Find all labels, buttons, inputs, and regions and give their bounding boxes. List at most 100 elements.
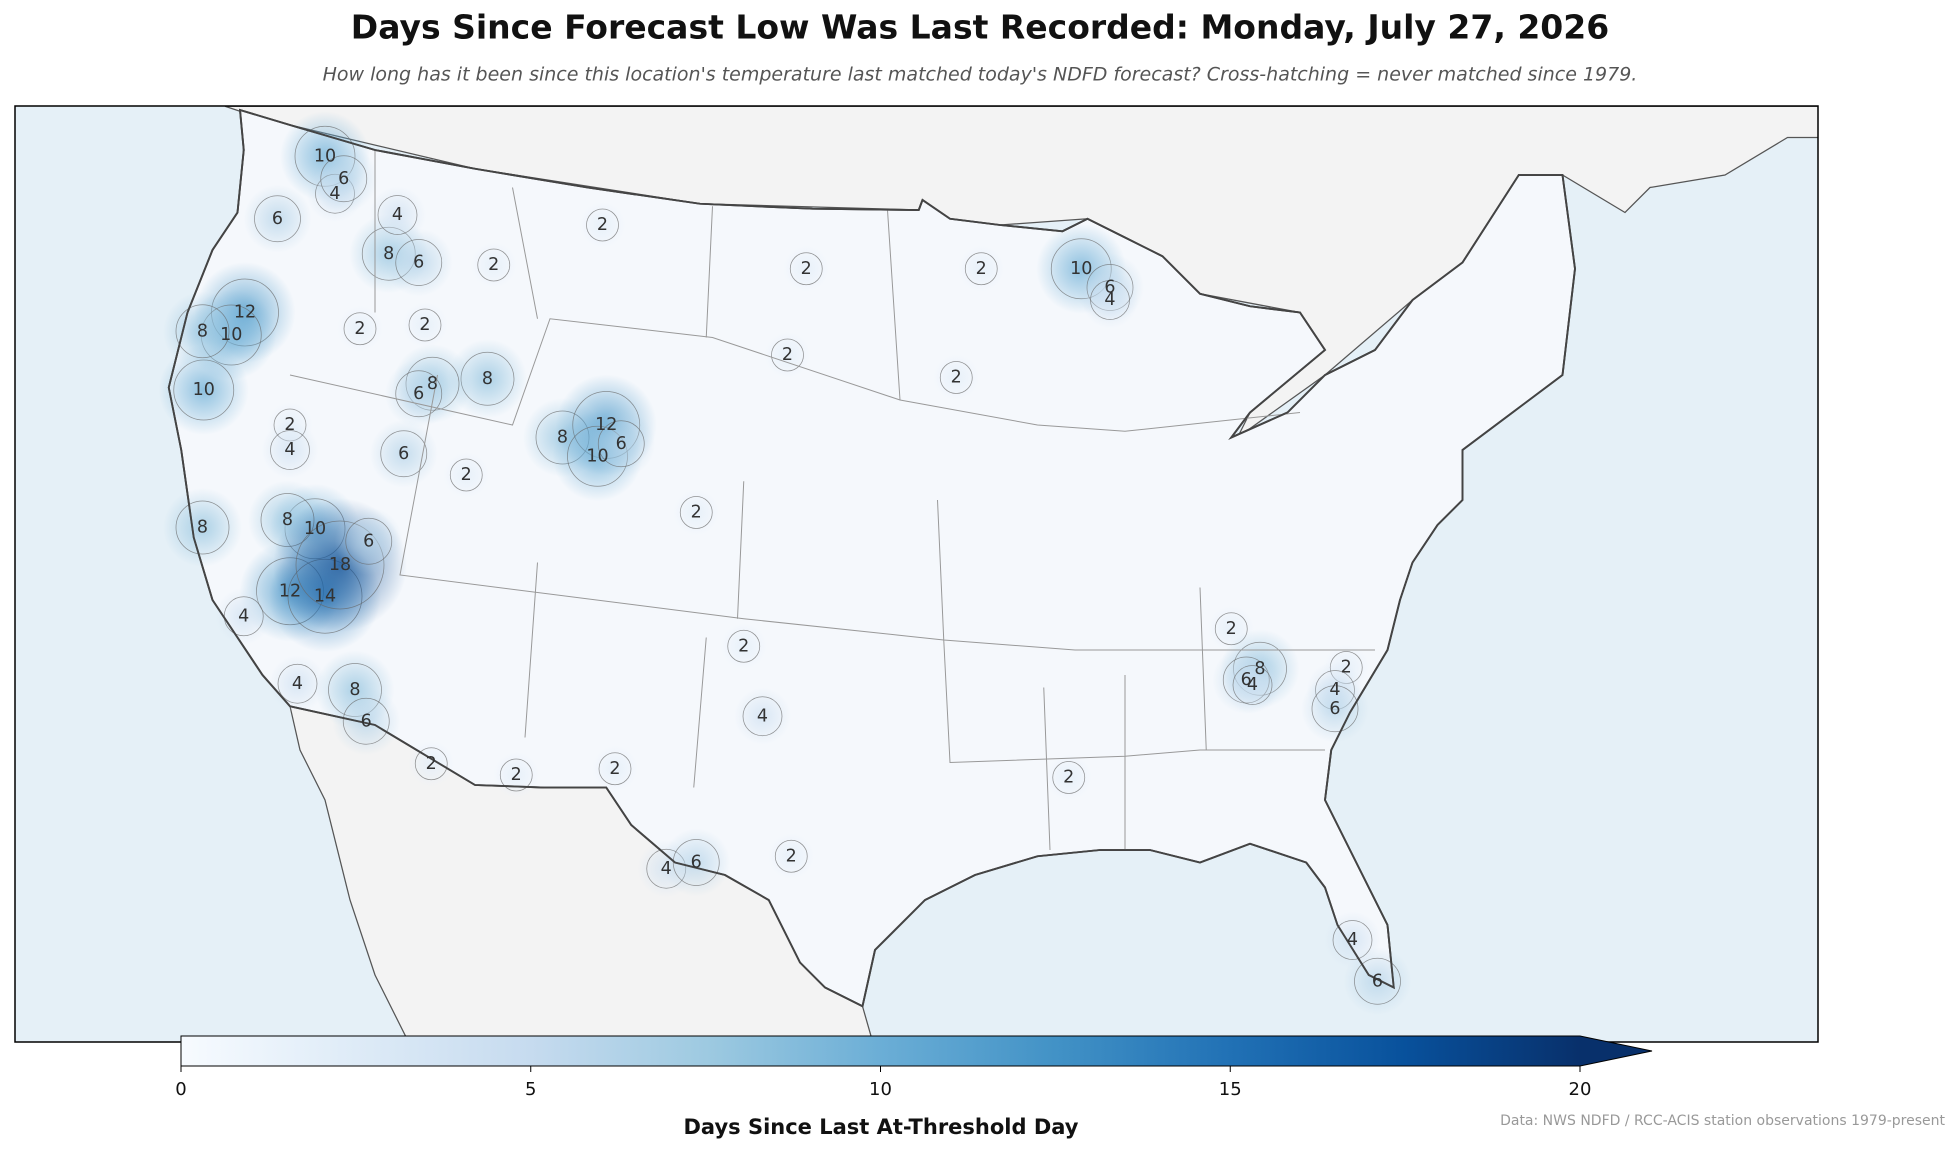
contour-label: 2 xyxy=(1341,658,1352,678)
contour-label: 10 xyxy=(1070,259,1092,279)
contour-line xyxy=(343,312,377,346)
contour-blob xyxy=(734,687,791,745)
contour-line xyxy=(597,420,645,468)
contour-blob xyxy=(1081,271,1139,329)
contour-label: 6 xyxy=(361,711,372,731)
contour-line xyxy=(377,195,418,235)
contour-line xyxy=(1311,685,1359,733)
contour-line xyxy=(789,252,823,286)
contour-blob xyxy=(384,359,453,428)
contour-label: 6 xyxy=(338,169,349,189)
contour-line xyxy=(175,500,230,555)
title: Days Since Forecast Low Was Last Recorde… xyxy=(351,8,1609,47)
contour-blob xyxy=(369,419,438,488)
contour-label: 10 xyxy=(586,446,608,466)
subtitle: How long has it been since this location… xyxy=(323,64,1638,86)
contour-label: 4 xyxy=(1104,290,1115,310)
contour-label: 4 xyxy=(329,184,340,204)
contour-line xyxy=(742,696,783,737)
contour-label: 8 xyxy=(383,244,394,264)
contour-label: 4 xyxy=(284,440,295,460)
contour-label: 10 xyxy=(220,325,242,345)
conus-outline xyxy=(167,108,1576,1008)
contour-line xyxy=(1232,665,1273,705)
contour-blob xyxy=(1224,656,1281,714)
contour-line xyxy=(598,752,632,786)
colorbar-tick-label: 15 xyxy=(1219,1079,1242,1100)
contour-label: 2 xyxy=(419,315,430,335)
contour-label: 2 xyxy=(597,215,608,235)
contour-line xyxy=(414,747,448,781)
contour-blob xyxy=(243,184,312,253)
contour-label: 2 xyxy=(976,259,987,279)
colorbar: 0 5 10 15 20 xyxy=(175,1035,1653,1100)
contour-line xyxy=(175,304,230,359)
blobs xyxy=(158,111,1412,1016)
contour-label: 2 xyxy=(511,765,522,785)
colorbar-fill xyxy=(181,1036,1580,1066)
contour-label: 12 xyxy=(595,415,617,435)
contour-line xyxy=(964,252,998,286)
contour-blob xyxy=(1343,947,1412,1016)
contour-label: 6 xyxy=(1329,699,1340,719)
contour-label: 8 xyxy=(197,321,208,341)
contour-line xyxy=(342,697,390,745)
contour-blob xyxy=(261,421,319,479)
contour-blob xyxy=(215,587,273,645)
contour-label: 6 xyxy=(1104,278,1115,298)
contour-label: 8 xyxy=(282,510,293,530)
contour-label: 4 xyxy=(1329,680,1340,700)
contour-label: 2 xyxy=(426,754,437,774)
contour-label: 6 xyxy=(1372,971,1383,991)
contour-label: 4 xyxy=(661,859,672,879)
contour-label: 4 xyxy=(1247,675,1258,695)
contour-line xyxy=(771,338,804,372)
contour-label: 8 xyxy=(1254,659,1265,679)
contour-label: 18 xyxy=(329,555,351,575)
contour-line xyxy=(727,629,761,663)
contour-label: 2 xyxy=(1226,619,1237,639)
contour-label: 4 xyxy=(292,674,303,694)
contour-label: 2 xyxy=(738,636,749,656)
contour-label: 2 xyxy=(951,368,962,388)
contour-line xyxy=(1052,761,1086,794)
contour-label: 12 xyxy=(279,581,301,601)
colorbar-tick-label: 0 xyxy=(175,1079,186,1100)
contour-line xyxy=(320,155,368,203)
colorbar-tick-label: 20 xyxy=(1569,1079,1592,1100)
contour-line xyxy=(449,458,483,492)
contour-label: 10 xyxy=(193,380,215,400)
contour-label: 12 xyxy=(234,303,256,323)
source-note: Data: NWS NDFD / RCC-ACIS station observ… xyxy=(1500,1113,1945,1129)
contour-label: 2 xyxy=(354,319,365,339)
contour-label: 6 xyxy=(413,384,424,404)
contour-line xyxy=(408,308,442,342)
contour-line xyxy=(270,430,310,470)
contour-label: 2 xyxy=(782,345,793,365)
contour-line xyxy=(1354,957,1401,1005)
contour-blob xyxy=(309,144,378,213)
contour-blob xyxy=(369,186,427,244)
colorbar-tick-label: 5 xyxy=(525,1079,536,1100)
contour-label: 8 xyxy=(482,369,493,389)
contour-line xyxy=(254,195,301,243)
contour-line xyxy=(672,839,720,886)
contour-label: 10 xyxy=(314,146,336,166)
contour-label: 6 xyxy=(363,531,374,551)
contour-label: 8 xyxy=(427,374,438,394)
contour-line xyxy=(939,361,973,394)
contour-label: 4 xyxy=(757,706,768,726)
contour-label: 2 xyxy=(461,465,472,485)
contour-label: 8 xyxy=(557,428,568,448)
contour-label: 6 xyxy=(398,444,409,464)
contour-label: 4 xyxy=(392,205,403,225)
contour-line xyxy=(1090,280,1130,320)
contour-label: 2 xyxy=(1063,768,1074,788)
contour-label: 2 xyxy=(609,759,620,779)
contour-blob xyxy=(332,687,401,756)
contour-label: 8 xyxy=(197,518,208,538)
